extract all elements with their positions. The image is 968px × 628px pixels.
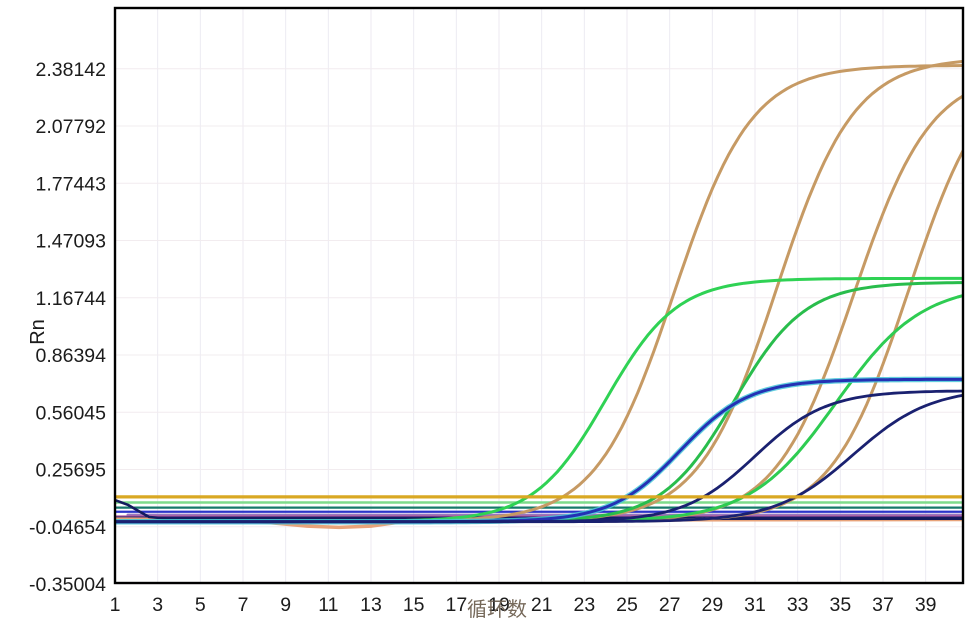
x-tick-label: 19 — [488, 594, 510, 616]
y-tick-label: 0.25695 — [36, 460, 107, 482]
x-tick-label: 5 — [195, 594, 206, 616]
x-tick-label: 31 — [744, 594, 766, 616]
y-tick-label: 0.86394 — [36, 345, 107, 367]
x-tick-label: 7 — [238, 594, 249, 616]
x-tick-label: 27 — [659, 594, 681, 616]
x-tick-label: 15 — [403, 594, 425, 616]
x-tick-label: 13 — [360, 594, 382, 616]
x-tick-label: 17 — [445, 594, 467, 616]
y-tick-label: 1.47093 — [36, 231, 107, 253]
x-tick-label: 1 — [110, 594, 121, 616]
x-tick-label: 33 — [787, 594, 809, 616]
y-tick-label: -0.04654 — [29, 517, 106, 539]
x-tick-label: 11 — [318, 594, 338, 616]
y-tick-label: 0.56045 — [36, 402, 107, 424]
curve-layer — [115, 59, 963, 530]
y-tick-label: 2.38142 — [36, 59, 107, 81]
x-tick-label: 23 — [573, 594, 595, 616]
x-axis-title: 循环数 — [467, 598, 527, 621]
curve-orange-4 — [115, 149, 963, 523]
y-tick-label: 1.77443 — [36, 173, 107, 195]
x-tick-label: 39 — [915, 594, 937, 616]
x-tick-label: 37 — [872, 594, 894, 616]
curve-orange-2 — [115, 59, 963, 523]
y-tick-label: -0.35004 — [29, 574, 106, 596]
axis-layer: 2.38142 2.07792 1.77443 1.47093 1.16744 0.863… — [29, 6, 965, 616]
x-tick-label: 29 — [701, 594, 723, 616]
x-tick-label: 25 — [616, 594, 638, 616]
x-tick-label: 9 — [280, 594, 291, 616]
curve-green-1 — [115, 276, 963, 523]
x-tick-label: 21 — [531, 594, 553, 616]
plot-border — [113, 6, 965, 585]
y-tick-label: 1.16744 — [36, 288, 107, 310]
curve-navy-3 — [115, 393, 963, 524]
x-tick-label: 35 — [829, 594, 851, 616]
x-tick-label: 3 — [152, 594, 163, 616]
y-axis-title: Rn — [27, 319, 49, 345]
y-tick-label: 2.07792 — [36, 116, 107, 138]
